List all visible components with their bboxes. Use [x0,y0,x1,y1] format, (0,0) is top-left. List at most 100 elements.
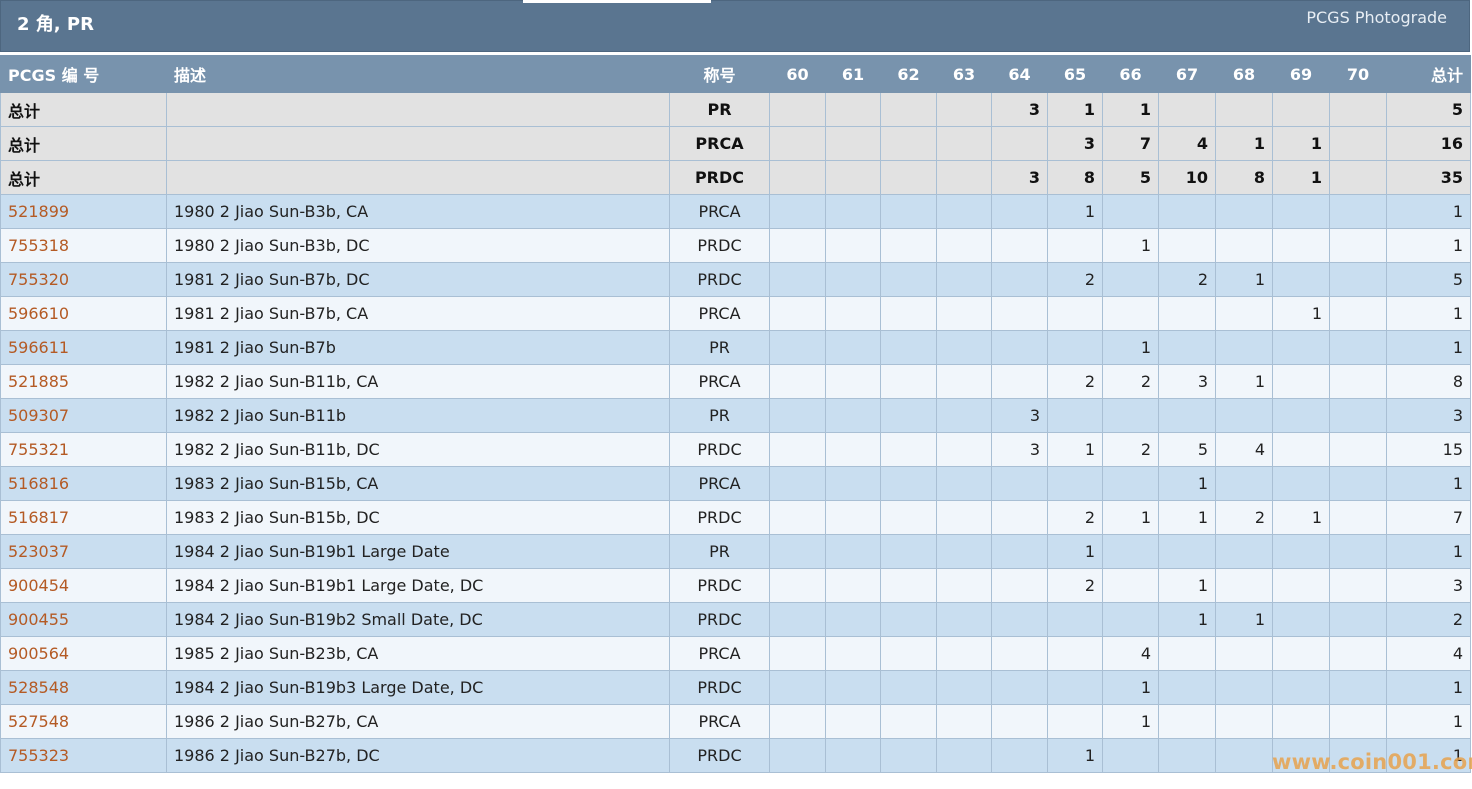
row-total-cell: 1 [1386,738,1471,773]
pcgs-number-link[interactable]: 596611 [0,330,167,365]
grade-count-cell: 1 [1272,500,1330,535]
grade-count-cell [1047,466,1103,501]
grade-count-cell [769,228,826,263]
grade-count-cell [1329,466,1387,501]
pcgs-number-link[interactable]: 527548 [0,704,167,739]
row-total-cell: 4 [1386,636,1471,671]
grade-count-cell [769,534,826,569]
grade-count-cell [880,262,937,297]
description-cell: 1980 2 Jiao Sun-B3b, DC [166,228,670,263]
grade-count-cell [991,228,1048,263]
grade-count-cell [825,364,881,399]
grade-count-cell: 3 [1047,126,1103,161]
designation-cell: PRCA [669,296,770,331]
column-header-pcgs-no[interactable]: PCGS 编 号 [0,55,167,93]
pcgs-number-link[interactable]: 900455 [0,602,167,637]
pcgs-number-link[interactable]: 528548 [0,670,167,705]
table-row: 755320 1981 2 Jiao Sun-B7b, DC PRDC 2 2 1 5 [0,262,1471,297]
grade-count-cell [1158,534,1216,569]
grade-count-cell [991,670,1048,705]
grade-count-cell [1047,602,1103,637]
table-row: 523037 1984 2 Jiao Sun-B19b1 Large Date PR… [0,534,1471,569]
grade-count-cell: 1 [1215,364,1273,399]
column-header-description[interactable]: 描述 [166,55,670,93]
grade-count-cell [880,126,937,161]
grade-count-cell [880,670,937,705]
grade-count-cell [880,704,937,739]
grade-count-cell [1102,194,1159,229]
pcgs-number-link[interactable]: 755321 [0,432,167,467]
designation-cell: PR [669,534,770,569]
grade-count-cell [1158,636,1216,671]
grade-count-cell [825,466,881,501]
table-row: 900564 1985 2 Jiao Sun-B23b, CA PRCA 4 4 [0,636,1471,671]
grade-count-cell [1329,330,1387,365]
grade-count-cell [769,636,826,671]
grade-count-cell [1272,568,1330,603]
pcgs-number-link[interactable]: 516817 [0,500,167,535]
grade-count-cell [825,398,881,433]
grade-count-cell: 8 [1047,160,1103,195]
grade-count-cell [1272,432,1330,467]
pcgs-number-link[interactable]: 596610 [0,296,167,331]
grade-count-cell [769,704,826,739]
row-total-cell: 35 [1386,160,1471,195]
description-cell: 1981 2 Jiao Sun-B7b [166,330,670,365]
pcgs-number-link[interactable]: 516816 [0,466,167,501]
description-cell: 1982 2 Jiao Sun-B11b [166,398,670,433]
grade-count-cell [1158,670,1216,705]
grade-count-cell [991,466,1048,501]
grade-count-cell [1272,602,1330,637]
table-row: 900455 1984 2 Jiao Sun-B19b2 Small Date, … [0,602,1471,637]
empty-cell [166,92,670,127]
grade-count-cell [1215,636,1273,671]
pcgs-number-link[interactable]: 521899 [0,194,167,229]
grade-count-cell [936,126,992,161]
grade-count-cell: 1 [1047,738,1103,773]
grade-count-cell: 1 [1102,92,1159,127]
grade-count-cell [769,160,826,195]
grade-count-cell [1329,568,1387,603]
pcgs-number-link[interactable]: 900564 [0,636,167,671]
grade-count-cell: 2 [1047,262,1103,297]
row-total-cell: 7 [1386,500,1471,535]
column-header-grade: 60 [769,55,826,93]
grade-count-cell [991,126,1048,161]
description-cell: 1983 2 Jiao Sun-B15b, CA [166,466,670,501]
column-header-grade: 62 [880,55,937,93]
grade-count-cell [1047,398,1103,433]
table-row: 755321 1982 2 Jiao Sun-B11b, DC PRDC 3 1 2 5 4 1… [0,432,1471,467]
designation-cell: PRDC [669,670,770,705]
grade-count-cell [825,670,881,705]
grade-count-cell [991,704,1048,739]
table-row: 527548 1986 2 Jiao Sun-B27b, CA PRCA 1 1 [0,704,1471,739]
description-cell: 1981 2 Jiao Sun-B7b, CA [166,296,670,331]
pcgs-number-link[interactable]: 755323 [0,738,167,773]
column-header-designation[interactable]: 称号 [669,55,770,93]
grade-count-cell [1158,228,1216,263]
grade-count-cell [1329,92,1387,127]
pcgs-number-link[interactable]: 521885 [0,364,167,399]
total-row: 总计 PR 3 1 1 5 [0,92,1471,127]
pcgs-number-link[interactable]: 523037 [0,534,167,569]
grade-count-cell: 1 [1047,194,1103,229]
grade-count-cell [1215,194,1273,229]
grade-count-cell [1102,738,1159,773]
photograde-link[interactable]: PCGS Photograde [1306,8,1447,27]
table-row: 516817 1983 2 Jiao Sun-B15b, DC PRDC 2 1 1 2 1 7 [0,500,1471,535]
grade-count-cell [1102,398,1159,433]
grade-count-cell: 1 [1102,704,1159,739]
pcgs-number-link[interactable]: 755320 [0,262,167,297]
grade-count-cell [825,500,881,535]
grade-count-cell [1102,296,1159,331]
grade-count-cell [880,364,937,399]
description-cell: 1984 2 Jiao Sun-B19b3 Large Date, DC [166,670,670,705]
pcgs-number-link[interactable]: 755318 [0,228,167,263]
pcgs-number-link[interactable]: 900454 [0,568,167,603]
grade-count-cell: 3 [991,432,1048,467]
grade-count-cell [991,534,1048,569]
pcgs-number-link[interactable]: 509307 [0,398,167,433]
grade-count-cell [769,330,826,365]
grade-count-cell [1272,534,1330,569]
designation-cell: PRDC [669,500,770,535]
